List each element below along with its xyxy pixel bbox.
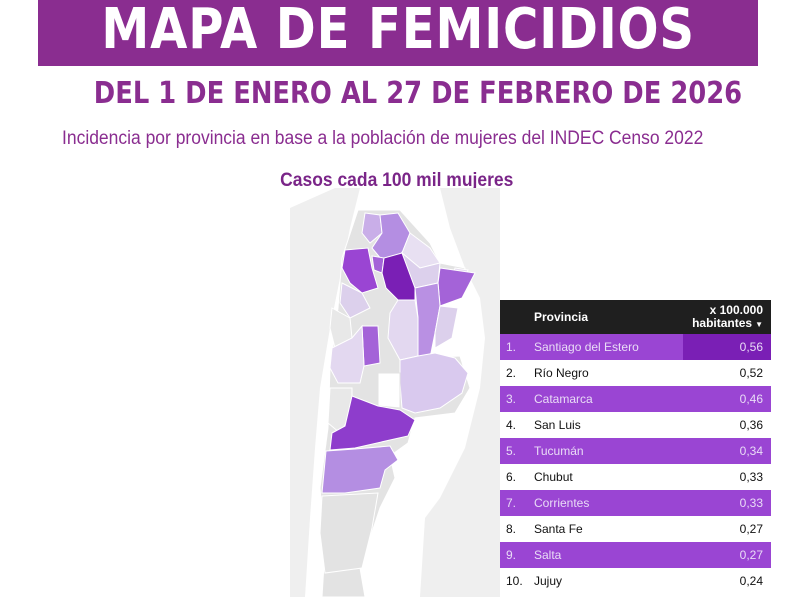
ranking-table: Provincia x 100.000 habitantes ▼ 1. Santi…	[500, 300, 771, 594]
row-rank: 8.	[506, 522, 517, 536]
row-province: Catamarca	[534, 392, 593, 406]
title-banner: MAPA DE FEMICIDIOS	[38, 0, 758, 66]
row-province: Tucumán	[534, 444, 584, 458]
row-rate: 0,34	[739, 444, 763, 458]
table-row: 8. Santa Fe 0,27	[500, 516, 771, 542]
row-province: Salta	[534, 548, 562, 562]
row-province: Chubut	[534, 470, 573, 484]
table-row: 7. Corrientes 0,33	[500, 490, 771, 516]
row-rate: 0,36	[739, 418, 763, 432]
row-rate: 0,46	[739, 392, 763, 406]
table-row: 6. Chubut 0,33	[500, 464, 771, 490]
column-header-province: Provincia	[534, 310, 589, 324]
date-range-text: DEL 1 DE ENERO AL 27 DE FEBRERO DE 2026	[93, 76, 743, 111]
row-province: San Luis	[534, 418, 581, 432]
row-rank: 2.	[506, 366, 517, 380]
row-province: Río Negro	[534, 366, 589, 380]
table-row: 2. Río Negro 0,52	[500, 360, 771, 386]
row-rank: 6.	[506, 470, 517, 484]
province-mendoza	[329, 324, 365, 384]
cases-label-text: Casos cada 100 mil mujeres	[280, 170, 514, 191]
column-header-rate-line1: x 100.000	[709, 302, 763, 317]
neighbour-land	[420, 188, 500, 597]
row-rank: 5.	[506, 444, 517, 458]
row-province: Santiago del Estero	[534, 340, 639, 354]
table-row: 4. San Luis 0,36	[500, 412, 771, 438]
row-rate: 0,24	[739, 574, 763, 588]
argentina-choropleth-map	[290, 188, 500, 597]
province-santa-cruz	[319, 492, 379, 574]
province-jujuy	[361, 212, 383, 244]
row-province: Jujuy	[534, 574, 563, 588]
province-chubut	[321, 445, 399, 494]
row-rate: 0,52	[739, 366, 763, 380]
table-row: 3. Catamarca 0,46	[500, 386, 771, 412]
page-title: MAPA DE FEMICIDIOS	[101, 0, 695, 62]
table-row: 1. Santiago del Estero 0,56	[500, 334, 771, 360]
cases-label: Casos cada 100 mil mujeres	[0, 170, 800, 192]
row-rank: 3.	[506, 392, 517, 406]
table-row: 5. Tucumán 0,34	[500, 438, 771, 464]
row-province: Santa Fe	[534, 522, 583, 536]
row-rate: 0,33	[739, 470, 763, 484]
table-row: 10. Jujuy 0,24	[500, 568, 771, 594]
sort-desc-icon[interactable]: ▼	[755, 319, 763, 329]
subtitle: Incidencia por provincia en base a la po…	[62, 128, 704, 149]
province-entre-rios	[434, 305, 459, 349]
province-san-luis	[361, 325, 381, 367]
province-la-pampa	[377, 372, 401, 409]
row-rank: 9.	[506, 548, 517, 562]
province-buenos-aires	[399, 352, 469, 414]
province-la-rioja	[339, 282, 371, 319]
province-corrientes	[437, 267, 476, 307]
row-rate: 0,27	[739, 522, 763, 536]
province-rio-negro	[329, 395, 416, 451]
neighbour-land-west	[290, 188, 360, 597]
table-header: Provincia x 100.000 habitantes ▼	[500, 300, 771, 334]
row-rank: 10.	[506, 574, 523, 588]
province-catamarca	[341, 247, 379, 294]
column-header-rate-line2: habitantes	[692, 315, 753, 330]
row-rate: 0,33	[739, 496, 763, 510]
row-rate: 0,56	[683, 334, 771, 360]
table-row: 9. Salta 0,27	[500, 542, 771, 568]
date-range: DEL 1 DE ENERO AL 27 DE FEBRERO DE 2026	[0, 76, 800, 111]
row-rank: 4.	[506, 418, 517, 432]
row-province: Corrientes	[534, 496, 590, 510]
row-rank: 7.	[506, 496, 517, 510]
row-rate: 0,27	[739, 548, 763, 562]
row-rank: 1.	[506, 340, 517, 354]
column-header-rate[interactable]: x 100.000 habitantes ▼	[653, 302, 771, 331]
